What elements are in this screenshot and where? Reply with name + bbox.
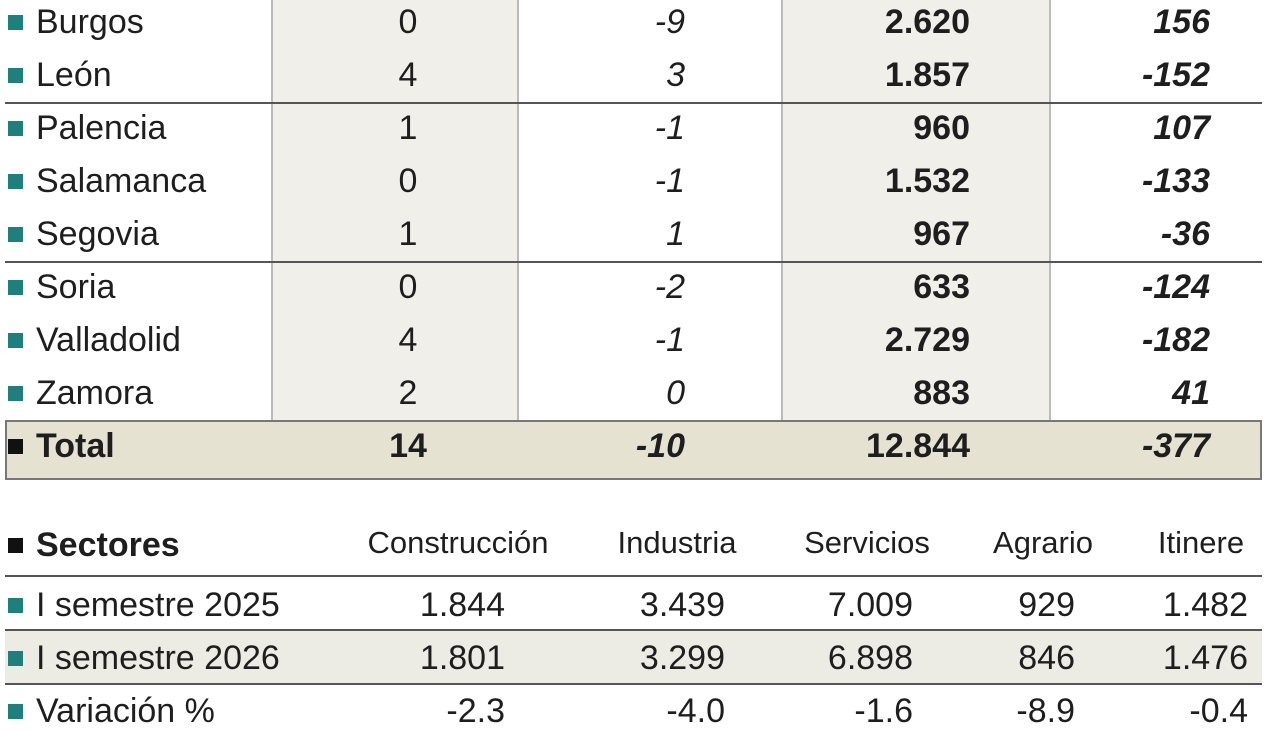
total-value: 12.844 [866, 427, 970, 465]
region-name: Palencia [36, 109, 167, 147]
column-header: Industria [617, 525, 737, 560]
cell-value: 1.801 [419, 639, 505, 677]
row-rule [5, 575, 1262, 577]
total-value: 14 [389, 427, 427, 465]
column-rule [271, 0, 273, 420]
cell-value: 633 [913, 268, 970, 306]
region-name: Soria [36, 268, 116, 306]
row-label: Variación % [36, 692, 215, 730]
total-value: -10 [635, 427, 685, 465]
cell-value: 2.620 [884, 3, 970, 41]
column-header: Servicios [804, 525, 930, 560]
cell-value: 1.857 [884, 56, 970, 94]
region-name: Valladolid [36, 321, 181, 359]
region-name: Salamanca [36, 162, 207, 200]
bullet [8, 333, 23, 348]
cell-value: 7.009 [827, 586, 913, 624]
cell-value: 967 [913, 215, 970, 253]
column-header: Itinere [1157, 525, 1245, 560]
cell-value: 2 [398, 374, 418, 412]
cell-value: 0 [666, 374, 685, 412]
cell-value: 0 [398, 268, 418, 306]
column-rule [781, 0, 783, 420]
cell-value: -1 [654, 162, 685, 200]
column-rule [517, 0, 519, 420]
total-row-bg [5, 420, 1262, 480]
cell-value: 1.844 [419, 586, 505, 624]
cell-value: 0 [398, 162, 418, 200]
cell-value: 960 [913, 109, 970, 147]
cell-value: 3.299 [639, 639, 725, 677]
group-rule [5, 261, 1262, 263]
cell-value: -8.9 [1016, 692, 1075, 730]
cell-value: 1.482 [1162, 586, 1248, 624]
bullet [8, 598, 23, 613]
bullet [8, 386, 23, 401]
bullet [8, 121, 23, 136]
cell-value: -36 [1160, 215, 1210, 253]
row-label: I semestre 2025 [36, 586, 280, 624]
bullet [8, 174, 23, 189]
cell-value: 846 [1018, 639, 1075, 677]
cell-value: 107 [1153, 109, 1210, 147]
sectors-title: Sectores [36, 526, 180, 564]
bullet [8, 68, 23, 83]
cell-value: -1 [654, 109, 685, 147]
cell-value: 1.476 [1162, 639, 1248, 677]
bullet [8, 704, 23, 719]
column-header: Agrario [993, 525, 1093, 560]
cell-value: 156 [1153, 3, 1210, 41]
cell-value: 3.439 [639, 586, 725, 624]
cell-value: 3 [666, 56, 685, 94]
total-label: Total [36, 427, 115, 465]
row-label: I semestre 2026 [36, 639, 280, 677]
cell-value: 1 [398, 109, 418, 147]
cell-value: 4 [398, 56, 418, 94]
cell-value: -0.4 [1189, 692, 1248, 730]
cell-value: 1.532 [884, 162, 970, 200]
cell-value: -2 [654, 268, 685, 306]
cell-value: 0 [398, 3, 418, 41]
cell-value: -182 [1141, 321, 1210, 359]
bullet [8, 651, 23, 666]
region-name: Zamora [36, 374, 154, 412]
row-rule [5, 683, 1262, 685]
cell-value: -2.3 [446, 692, 505, 730]
shaded-column [272, 0, 518, 420]
cell-value: 1 [666, 215, 685, 253]
region-name: León [36, 56, 112, 94]
group-rule [5, 102, 1262, 104]
bullet [8, 439, 23, 454]
column-rule [1049, 0, 1051, 420]
shaded-row [5, 630, 1262, 684]
bullet [8, 280, 23, 295]
cell-value: 4 [398, 321, 418, 359]
bullet [8, 538, 23, 553]
cell-value: 41 [1172, 374, 1210, 412]
cell-value: 1 [398, 215, 418, 253]
region-name: Burgos [36, 3, 144, 41]
cell-value: 929 [1018, 586, 1075, 624]
cell-value: 2.729 [884, 321, 970, 359]
region-name: Segovia [36, 215, 159, 253]
column-header: Construcción [367, 525, 549, 560]
cell-value: -124 [1141, 268, 1210, 306]
bullet [8, 227, 23, 242]
shaded-column [782, 0, 1050, 420]
bullet [8, 15, 23, 30]
cell-value: -152 [1141, 56, 1210, 94]
row-rule [5, 629, 1262, 631]
cell-value: -1 [654, 321, 685, 359]
cell-value: 6.898 [827, 639, 913, 677]
cell-value: -1.6 [854, 692, 913, 730]
cell-value: -133 [1141, 162, 1210, 200]
total-value: -377 [1141, 427, 1210, 465]
cell-value: 883 [913, 374, 970, 412]
cell-value: -4.0 [666, 692, 725, 730]
cell-value: -9 [654, 3, 685, 41]
